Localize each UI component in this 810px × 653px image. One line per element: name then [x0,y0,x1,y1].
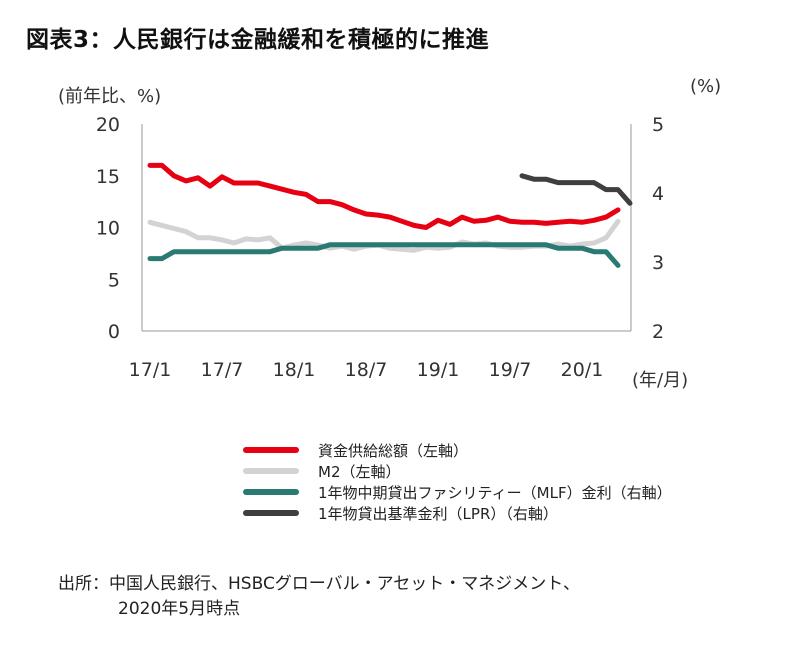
left-tick-label: 15 [96,166,120,188]
x-tick-label: 17/7 [201,359,244,381]
x-axis-ticks: 17/1 17/7 18/1 18/7 19/1 19/7 20/1 [129,359,604,381]
source-note: 出所：中国人民銀行、HSBCグローバル・アセット・マネジメント、 2020年5月… [58,572,580,622]
legend-label: 1年物貸出基準金利（LPR）（右軸） [318,505,558,523]
left-axis-ticks: 0 5 10 15 20 [96,114,120,343]
legend-label: M2（左軸） [318,463,401,481]
x-tick-label: 18/7 [345,359,388,381]
x-tick-label: 20/1 [561,359,604,381]
left-axis-unit: (前年比、%) [58,86,161,107]
x-tick-label: 19/7 [489,359,532,381]
left-tick-label: 20 [96,114,120,136]
x-tick-label: 17/1 [129,359,172,381]
series-lines [147,162,633,268]
x-axis-unit: (年/月) [632,370,688,391]
right-tick-label: 3 [652,252,664,274]
left-tick-label: 5 [108,269,120,291]
legend-label: 資金供給総額（左軸） [318,442,468,460]
right-axis-ticks: 2 3 4 5 [652,114,664,343]
legend: 資金供給総額（左軸） M2（左軸） 1年物中期貸出ファシリティー（MLF）金利（右軸… [243,442,672,523]
left-tick-label: 10 [96,218,120,240]
series-line-4 [519,173,633,206]
right-tick-label: 2 [652,321,664,343]
legend-label: 1年物中期貸出ファシリティー（MLF）金利（右軸） [318,484,672,502]
source-line-1: 出所：中国人民銀行、HSBCグローバル・アセット・マネジメント、 [58,574,580,594]
right-tick-label: 4 [652,183,664,205]
x-tick-label: 19/1 [417,359,460,381]
right-tick-label: 5 [652,114,664,136]
x-tick-label: 18/1 [273,359,316,381]
chart-area: (前年比、%) (%) (年/月) 0 5 10 15 20 2 3 4 5 17/1 17/7… [58,76,721,523]
series-line-1 [147,162,621,230]
left-tick-label: 0 [108,321,120,343]
chart-title: 図表3：人民銀行は金融緩和を積極的に推進 [26,27,490,53]
series-line-3 [147,242,621,268]
right-axis-unit: (%) [690,76,721,97]
source-line-2: 2020年5月時点 [118,599,241,619]
